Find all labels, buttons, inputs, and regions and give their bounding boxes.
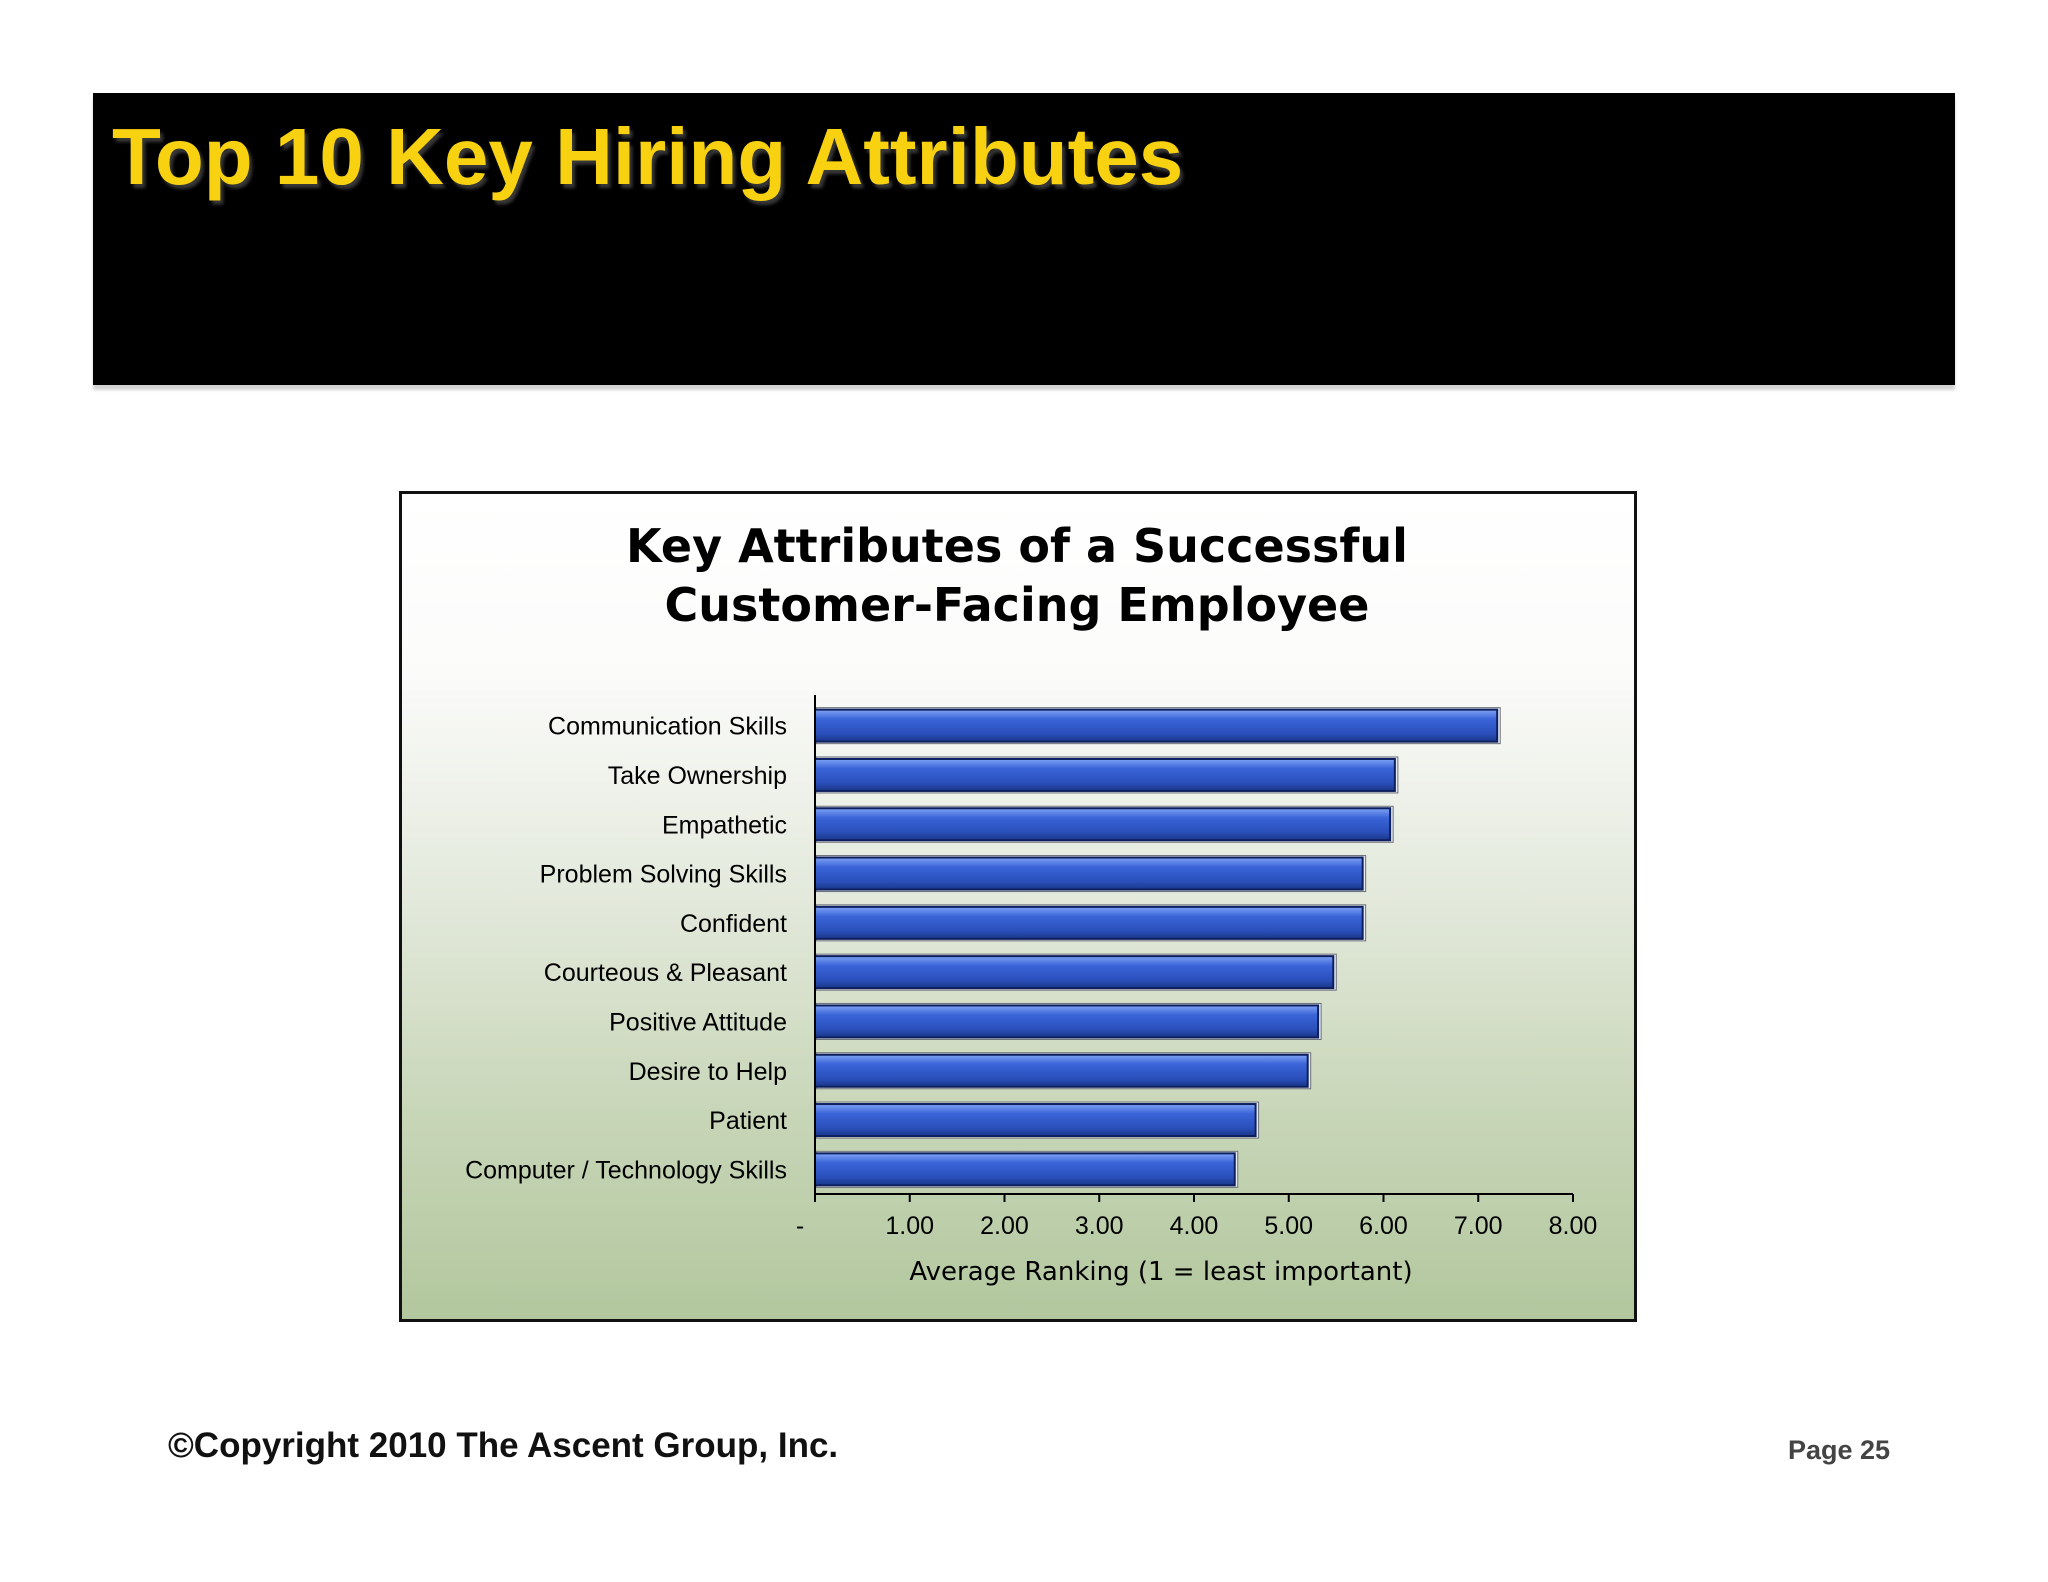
x-tick-label: 5.00 [1264,1212,1313,1240]
category-labels: Communication Skills Take Ownership Empath… [465,713,787,1185]
x-tick-label: 2.00 [980,1212,1029,1240]
x-tick-label: 7.00 [1454,1212,1503,1240]
x-tick-label: 8.00 [1549,1212,1598,1240]
category-label: Empathetic [662,811,787,839]
x-tick-label: 4.00 [1170,1212,1219,1240]
bar [814,1053,1309,1088]
category-label: Computer / Technology Skills [465,1156,787,1184]
bars-layer [814,707,1501,1188]
bar [814,1004,1320,1039]
x-tick-label: 3.00 [1075,1212,1124,1240]
bar [814,708,1499,743]
bar [814,1103,1257,1138]
chart-title-line-2: Customer-Facing Employee [665,578,1370,632]
x-tick-label: 6.00 [1359,1212,1408,1240]
x-axis: - 1.00 2.00 3.00 4.00 5.00 6.00 7.00 8.00 [796,695,1598,1240]
x-tick-label: 1.00 [885,1212,934,1240]
bar [814,955,1335,990]
title-banner [93,93,1955,385]
bar-chart: Key Attributes of a Successful Customer-… [465,519,1598,1287]
page-number: Page 25 [1788,1435,1891,1465]
category-label: Patient [709,1107,787,1135]
chart-frame: Key Attributes of a Successful Customer-… [399,491,1637,1322]
category-label: Desire to Help [629,1058,787,1086]
bar [814,856,1364,891]
bar [814,1152,1236,1187]
bar [814,807,1392,842]
category-label: Confident [680,910,787,938]
bar [814,905,1364,940]
bar [814,757,1396,792]
category-label: Positive Attitude [609,1008,787,1036]
x-tick-label: - [796,1212,804,1240]
category-label: Communication Skills [548,713,787,741]
category-label: Take Ownership [608,762,787,790]
category-label: Courteous & Pleasant [544,959,787,987]
slide-title: Top 10 Key Hiring Attributes [112,112,1184,201]
copyright-notice: ©Copyright 2010 The Ascent Group, Inc. [168,1426,839,1465]
category-label: Problem Solving Skills [540,861,787,889]
chart-title-line-1: Key Attributes of a Successful [626,519,1408,573]
x-axis-title: Average Ranking (1 = least important) [909,1257,1412,1287]
